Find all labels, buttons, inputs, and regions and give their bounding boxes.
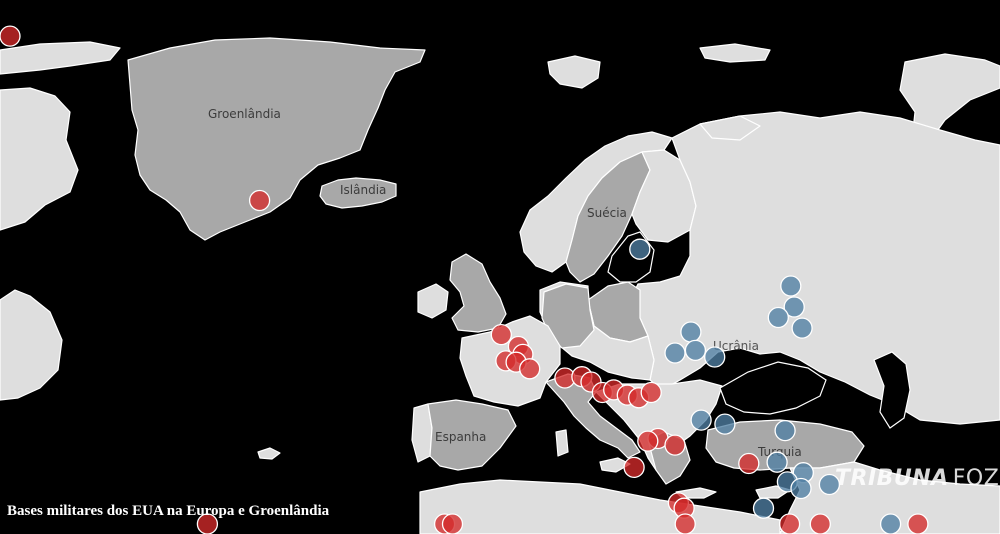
base-marker-blue[interactable]	[684, 339, 707, 362]
base-marker-blue[interactable]	[774, 419, 796, 442]
logo-part-1: TRIBUNA	[835, 466, 949, 491]
label-iceland: Islândia	[340, 183, 386, 197]
base-marker-red[interactable]	[640, 381, 662, 404]
base-marker-red[interactable]	[809, 513, 831, 534]
azores	[257, 447, 281, 460]
canada-south-coast	[0, 289, 63, 401]
base-marker-red[interactable]	[623, 456, 645, 479]
land-layer	[0, 37, 1000, 534]
base-marker-blue[interactable]	[690, 409, 712, 431]
base-marker-blue[interactable]	[714, 413, 736, 435]
base-marker-red[interactable]	[637, 430, 659, 452]
caspian-sea	[873, 351, 911, 429]
franz-josef-islands	[699, 43, 771, 63]
black-sea	[719, 361, 827, 415]
baffin-island	[0, 87, 79, 231]
ireland	[417, 283, 449, 319]
spain	[427, 399, 517, 471]
base-marker-blue[interactable]	[791, 317, 813, 339]
base-marker-blue[interactable]	[766, 451, 788, 473]
united-kingdom	[449, 253, 507, 333]
base-marker-blue[interactable]	[680, 321, 702, 343]
novaya-zemlya	[899, 53, 1000, 149]
kola-coast	[699, 115, 761, 141]
base-marker-blue[interactable]	[783, 296, 805, 318]
sardinia	[555, 429, 569, 457]
base-marker-red[interactable]	[664, 434, 686, 456]
map-caption: Bases militares dos EUA na Europa e Groe…	[7, 503, 330, 519]
iceland	[319, 177, 397, 209]
military-bases-layer	[0, 25, 929, 534]
label-greenland: Groenlândia	[208, 107, 281, 121]
label-sweden: Suécia	[587, 206, 627, 220]
base-marker-red[interactable]	[907, 513, 929, 534]
sicily	[599, 457, 631, 473]
base-marker-red[interactable]	[519, 358, 541, 380]
russia-eastern-europe	[629, 111, 1000, 425]
label-spain: Espanha	[435, 430, 486, 444]
label-ukraine: Ucrânia	[713, 339, 759, 353]
base-marker-blue[interactable]	[752, 497, 775, 519]
base-marker-red[interactable]	[490, 323, 512, 346]
canada-island-top	[0, 41, 121, 75]
base-marker-blue[interactable]	[790, 477, 812, 500]
base-marker-red[interactable]	[441, 513, 464, 534]
base-marker-red[interactable]	[738, 452, 760, 475]
base-marker-red[interactable]	[0, 25, 21, 47]
logo-part-2: FOZ	[952, 466, 1000, 491]
base-marker-blue[interactable]	[704, 346, 726, 368]
greenland	[127, 37, 426, 241]
base-marker-red[interactable]	[778, 513, 801, 534]
svalbard	[547, 55, 601, 89]
base-marker-blue[interactable]	[780, 275, 802, 297]
base-marker-blue[interactable]	[879, 513, 902, 534]
publisher-logo: TRIBUNA FOZ	[835, 466, 999, 491]
base-marker-red[interactable]	[196, 513, 219, 534]
base-marker-blue[interactable]	[818, 473, 841, 496]
base-marker-blue[interactable]	[629, 238, 651, 260]
base-marker-blue[interactable]	[767, 306, 789, 329]
base-marker-red[interactable]	[674, 513, 696, 534]
labels-layer: Groenlândia Islândia Suécia Ucrânia Espa…	[208, 107, 802, 459]
base-marker-blue[interactable]	[664, 342, 686, 364]
base-marker-red[interactable]	[248, 189, 271, 212]
